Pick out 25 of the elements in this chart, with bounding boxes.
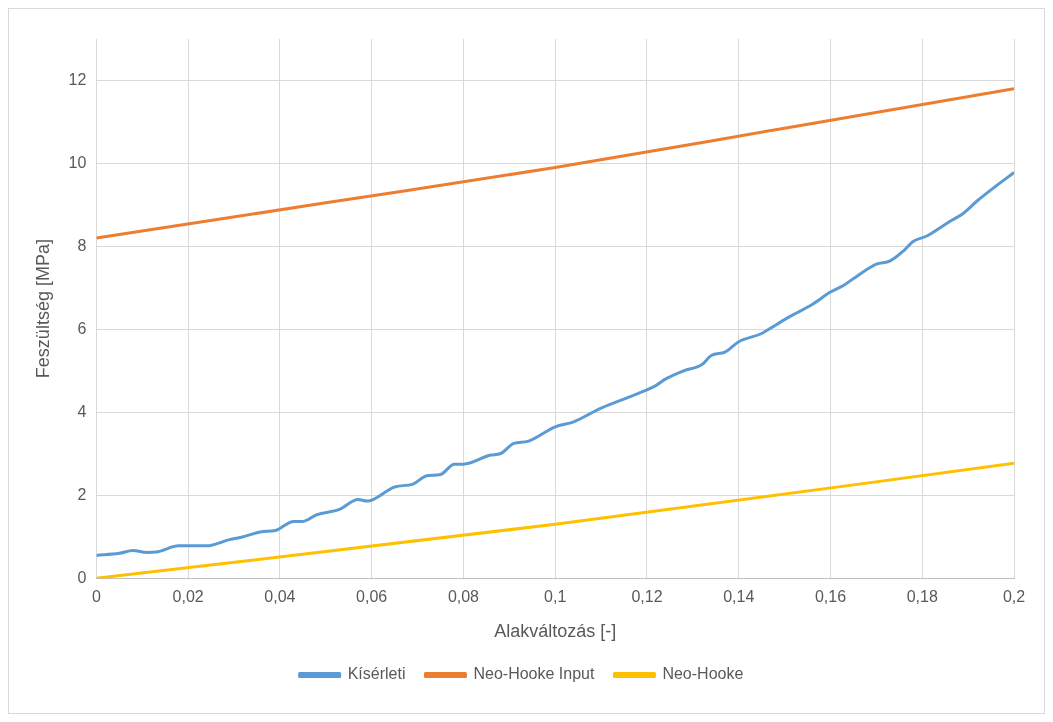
line-series	[96, 87, 1014, 240]
x-axis-title: Alakváltozás [-]	[494, 621, 617, 642]
y-axis-title: Feszültség [MPa]	[32, 239, 53, 379]
x-tick-label: 0,06	[356, 588, 388, 606]
x-tick-label: 0,08	[447, 588, 480, 606]
legend-label: Neo-Hooke	[662, 665, 744, 683]
line-series	[96, 171, 1014, 557]
x-tick-label: 0,14	[723, 588, 755, 606]
x-tick-label: 0,1	[544, 588, 567, 606]
x-tick-label: 0	[91, 588, 101, 606]
legend-label: Neo-Hooke Input	[473, 665, 595, 683]
legend-label: Kísérleti	[347, 665, 406, 683]
y-tick-label: 4	[77, 402, 87, 420]
x-tick-label: 0,16	[814, 588, 847, 606]
x-tick-label: 0,04	[264, 588, 296, 606]
x-tick-label: 0,2	[1002, 588, 1026, 606]
y-tick-label: 6	[77, 319, 87, 337]
y-tick-label: 10	[68, 153, 87, 171]
x-tick-label: 0,02	[172, 588, 204, 606]
x-tick-label: 0,12	[631, 588, 663, 606]
x-tick-label: 0,18	[906, 588, 938, 606]
y-tick-label: 0	[77, 568, 87, 586]
y-tick-label: 12	[68, 70, 87, 88]
y-tick-label: 8	[77, 236, 87, 254]
y-tick-label: 2	[77, 485, 87, 503]
